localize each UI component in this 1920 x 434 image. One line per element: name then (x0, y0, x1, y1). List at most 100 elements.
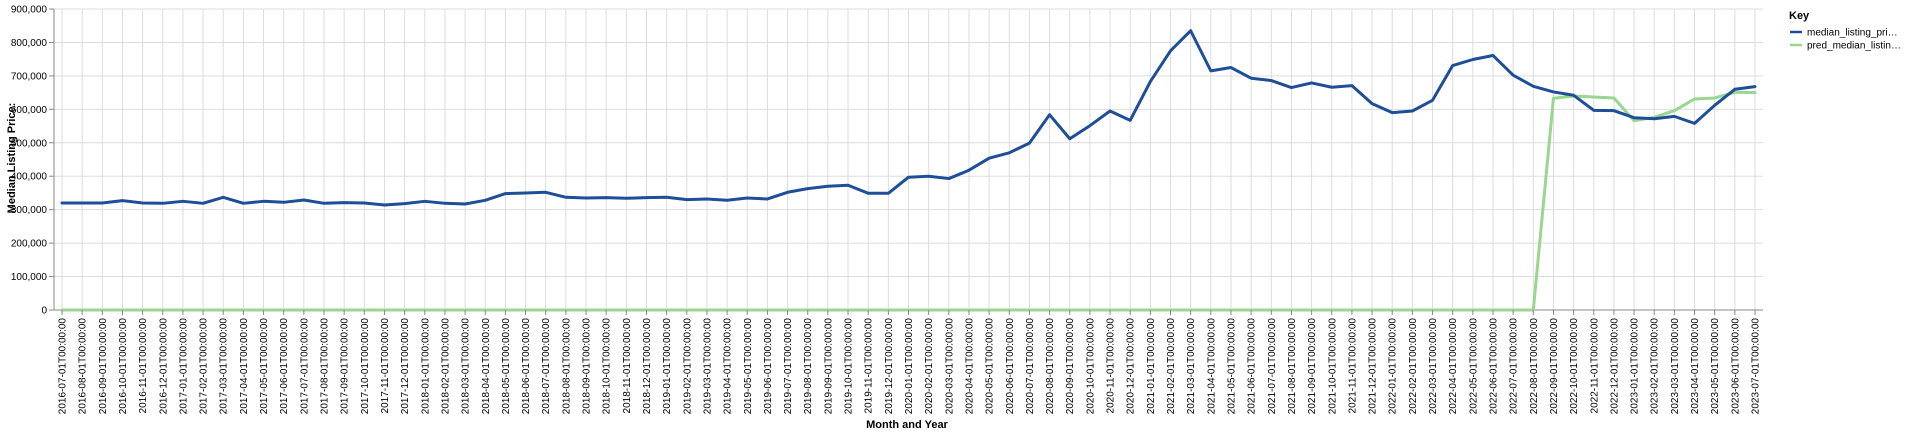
y-tick-label: 700,000 (11, 71, 48, 82)
x-tick-label: 2018-05-01T00:00:00 (501, 318, 512, 415)
x-tick-label: 2022-06-01T00:00:00 (1488, 318, 1499, 415)
x-tick-label: 2019-06-01T00:00:00 (763, 318, 774, 415)
x-tick-label: 2022-01-01T00:00:00 (1388, 318, 1399, 415)
x-tick-label: 2018-10-01T00:00:00 (602, 318, 613, 415)
x-tick-label: 2022-11-01T00:00:00 (1589, 318, 1600, 414)
x-tick-label: 2022-10-01T00:00:00 (1569, 318, 1580, 415)
x-tick-label: 2021-12-01T00:00:00 (1368, 318, 1379, 415)
x-tick-label: 2021-07-01T00:00:00 (1267, 318, 1278, 415)
x-tick-label: 2019-10-01T00:00:00 (844, 318, 855, 415)
x-tick-label: 2018-01-01T00:00:00 (420, 318, 431, 415)
x-tick-label: 2017-10-01T00:00:00 (360, 318, 371, 415)
x-tick-label: 2022-04-01T00:00:00 (1448, 318, 1459, 415)
x-tick-label: 2021-02-01T00:00:00 (1166, 318, 1177, 415)
x-tick-label: 2018-11-01T00:00:00 (622, 318, 633, 414)
x-tick-label: 2020-12-01T00:00:00 (1126, 318, 1137, 415)
x-axis-title: Month and Year (866, 419, 948, 431)
series-line (60, 29, 1757, 207)
x-tick-label: 2022-03-01T00:00:00 (1428, 318, 1439, 415)
x-tick-label: 2017-01-01T00:00:00 (178, 318, 189, 415)
x-tick-label: 2019-08-01T00:00:00 (803, 318, 814, 415)
x-tick-label: 2020-07-01T00:00:00 (1025, 318, 1036, 415)
x-tick-label: 2023-06-01T00:00:00 (1730, 318, 1741, 415)
x-tick-label: 2019-12-01T00:00:00 (884, 318, 895, 415)
x-tick-label: 2018-12-01T00:00:00 (642, 318, 653, 415)
x-tick-label: 2019-07-01T00:00:00 (783, 318, 794, 415)
x-tick-label: 2016-10-01T00:00:00 (118, 318, 129, 415)
x-tick-label: 2022-12-01T00:00:00 (1609, 318, 1620, 415)
x-tick-label: 2018-09-01T00:00:00 (582, 318, 593, 415)
x-tick-label: 2019-11-01T00:00:00 (864, 318, 875, 414)
legend-label: median_listing_pri… (1807, 28, 1898, 39)
x-tick-label: 2019-09-01T00:00:00 (823, 318, 834, 415)
x-tick-label: 2021-03-01T00:00:00 (1186, 318, 1197, 415)
x-tick-label: 2016-09-01T00:00:00 (98, 318, 109, 415)
x-tick-label: 2022-08-01T00:00:00 (1529, 318, 1540, 415)
x-tick-label: 2017-05-01T00:00:00 (259, 318, 270, 415)
x-tick-label: 2023-02-01T00:00:00 (1650, 318, 1661, 415)
y-tick-label: 600,000 (11, 105, 48, 116)
gridlines (54, 8, 1763, 311)
x-axis: 2016-07-01T00:00:00 2016-08-01T00:00:00 20… (58, 310, 1762, 414)
y-tick-label: 900,000 (11, 5, 48, 16)
x-tick-label: 2017-12-01T00:00:00 (400, 318, 411, 415)
x-tick-label: 2021-09-01T00:00:00 (1307, 318, 1318, 415)
x-tick-label: 2022-09-01T00:00:00 (1549, 318, 1560, 415)
x-tick-label: 2021-08-01T00:00:00 (1287, 318, 1298, 415)
x-tick-label: 2021-11-01T00:00:00 (1347, 318, 1358, 414)
x-tick-label: 2020-05-01T00:00:00 (985, 318, 996, 415)
x-tick-label: 2019-04-01T00:00:00 (723, 318, 734, 415)
x-tick-label: 2018-07-01T00:00:00 (541, 318, 552, 415)
y-tick-label: 100,000 (11, 272, 48, 283)
x-tick-label: 2016-07-01T00:00:00 (58, 318, 69, 415)
x-tick-label: 2021-01-01T00:00:00 (1146, 318, 1157, 415)
x-tick-label: 2019-05-01T00:00:00 (743, 318, 754, 415)
x-tick-label: 2023-05-01T00:00:00 (1710, 318, 1721, 415)
x-tick-label: 2019-01-01T00:00:00 (662, 318, 673, 415)
y-axis: 0 100,000 200,000 300,000 400,000 500,000 600,… (11, 5, 54, 317)
x-tick-label: 2021-05-01T00:00:00 (1226, 318, 1237, 415)
x-tick-label: 2018-03-01T00:00:00 (461, 318, 472, 415)
x-tick-label: 2020-04-01T00:00:00 (964, 318, 975, 415)
legend-title: Key (1789, 10, 1810, 22)
x-tick-label: 2018-02-01T00:00:00 (440, 318, 451, 415)
x-tick-label: 2021-04-01T00:00:00 (1206, 318, 1217, 415)
x-tick-label: 2021-06-01T00:00:00 (1247, 318, 1258, 415)
legend: Key median_listing_pri… pred_median_listi… (1789, 10, 1901, 52)
x-tick-label: 2022-02-01T00:00:00 (1408, 318, 1419, 415)
x-tick-label: 2018-08-01T00:00:00 (561, 318, 572, 415)
x-tick-label: 2017-07-01T00:00:00 (299, 318, 310, 415)
x-tick-label: 2018-06-01T00:00:00 (521, 318, 532, 415)
x-tick-label: 2020-03-01T00:00:00 (944, 318, 955, 415)
legend-label: pred_median_listin… (1807, 41, 1901, 52)
x-tick-label: 2020-08-01T00:00:00 (1045, 318, 1056, 415)
x-tick-label: 2019-02-01T00:00:00 (682, 318, 693, 415)
y-tick-label: 300,000 (11, 205, 48, 216)
y-tick-label: 0 (41, 306, 47, 317)
x-tick-label: 2017-06-01T00:00:00 (279, 318, 290, 415)
x-tick-label: 2023-01-01T00:00:00 (1630, 318, 1641, 415)
x-tick-label: 2022-07-01T00:00:00 (1509, 318, 1520, 415)
y-tick-label: 400,000 (11, 172, 48, 183)
x-tick-label: 2019-03-01T00:00:00 (702, 318, 713, 415)
x-tick-label: 2020-02-01T00:00:00 (924, 318, 935, 415)
x-tick-label: 2017-04-01T00:00:00 (239, 318, 250, 415)
x-tick-label: 2020-11-01T00:00:00 (1106, 318, 1117, 414)
x-tick-label: 2017-09-01T00:00:00 (340, 318, 351, 415)
x-tick-label: 2017-08-01T00:00:00 (320, 318, 331, 415)
x-tick-label: 2021-10-01T00:00:00 (1327, 318, 1338, 415)
x-tick-label: 2023-03-01T00:00:00 (1670, 318, 1681, 415)
x-tick-label: 2018-04-01T00:00:00 (481, 318, 492, 415)
x-tick-label: 2016-11-01T00:00:00 (138, 318, 149, 414)
y-tick-label: 500,000 (11, 138, 48, 149)
x-tick-label: 2016-08-01T00:00:00 (78, 318, 89, 415)
x-tick-label: 2020-10-01T00:00:00 (1085, 318, 1096, 415)
x-tick-label: 2017-02-01T00:00:00 (199, 318, 210, 415)
y-axis-title: Median Listing Price: (6, 103, 18, 214)
x-tick-label: 2023-07-01T00:00:00 (1751, 318, 1762, 415)
x-tick-label: 2017-03-01T00:00:00 (219, 318, 230, 415)
x-tick-label: 2023-04-01T00:00:00 (1690, 318, 1701, 415)
x-tick-label: 2020-09-01T00:00:00 (1065, 318, 1076, 415)
y-tick-label: 800,000 (11, 38, 48, 49)
